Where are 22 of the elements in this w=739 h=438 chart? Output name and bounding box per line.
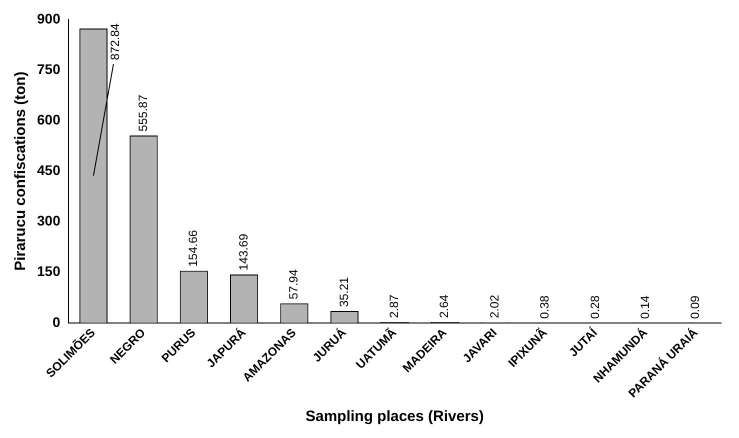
data-label: 143.69 [236,233,250,270]
data-label: 0.38 [538,295,552,319]
data-label: 2.64 [437,294,452,318]
y-axis-title: Pirarucu confiscations (ton) [12,72,30,271]
y-tick-label: 300 [37,212,61,229]
y-tick-label: 450 [37,162,61,178]
data-label: 154.66 [186,230,200,267]
y-tick-label: 750 [37,60,61,77]
data-label: 57.94 [286,269,301,300]
y-tick-label: 0 [52,314,61,330]
data-label: 872.84 [108,23,122,60]
data-label: 2.87 [386,294,401,318]
data-label: 2.02 [487,294,502,318]
y-tick-label: 900 [37,10,61,26]
data-label: 555.87 [136,94,150,132]
x-axis-title: Sampling places (Rivers) [305,408,484,426]
data-label: 0.14 [638,295,652,319]
data-label: 0.28 [588,295,602,319]
data-label: 0.09 [688,295,702,319]
y-tick-label: 150 [37,263,61,280]
data-label: 35.21 [336,276,351,308]
y-tick-label: 600 [37,111,61,128]
